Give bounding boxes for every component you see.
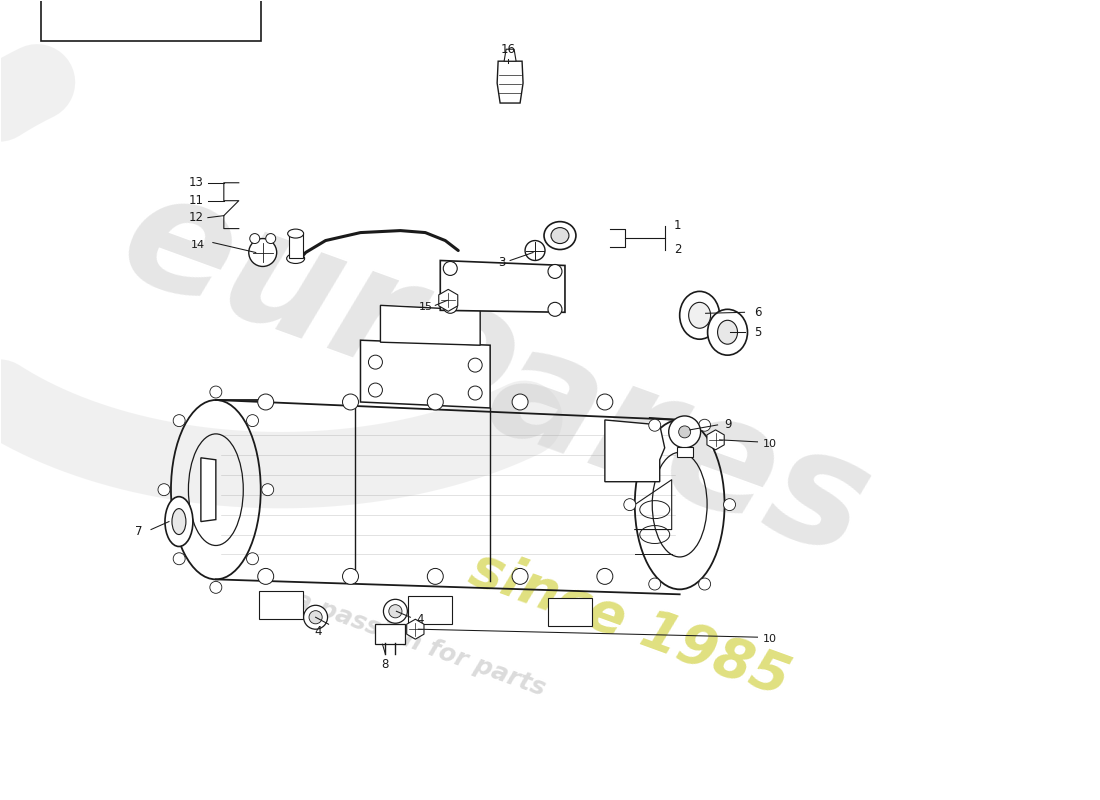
Text: 3: 3	[498, 256, 506, 269]
Text: 4: 4	[417, 613, 425, 626]
Text: euro: euro	[101, 158, 540, 443]
Circle shape	[210, 582, 222, 594]
Ellipse shape	[172, 509, 186, 534]
Circle shape	[513, 569, 528, 584]
Text: 14: 14	[190, 239, 205, 250]
Text: 15: 15	[419, 302, 433, 312]
Bar	[42, 0, 261, 42]
Circle shape	[384, 599, 407, 623]
Circle shape	[388, 605, 401, 618]
Ellipse shape	[288, 229, 304, 238]
Polygon shape	[361, 340, 491, 408]
Text: since 1985: since 1985	[463, 542, 796, 707]
Circle shape	[262, 484, 274, 496]
Circle shape	[525, 241, 544, 261]
Ellipse shape	[680, 291, 719, 339]
Text: 2: 2	[674, 243, 681, 256]
Circle shape	[597, 394, 613, 410]
Text: ares: ares	[470, 310, 890, 590]
Text: 6: 6	[754, 306, 761, 319]
Text: 11: 11	[188, 194, 204, 207]
Circle shape	[679, 426, 691, 438]
Polygon shape	[440, 261, 565, 312]
Ellipse shape	[551, 228, 569, 243]
Circle shape	[443, 299, 458, 314]
Text: 5: 5	[754, 326, 761, 338]
Circle shape	[443, 262, 458, 275]
Circle shape	[427, 394, 443, 410]
Circle shape	[158, 484, 170, 496]
Circle shape	[548, 265, 562, 278]
Circle shape	[342, 394, 359, 410]
Ellipse shape	[689, 302, 711, 328]
Circle shape	[669, 416, 701, 448]
Text: 16: 16	[500, 42, 516, 56]
Text: 12: 12	[188, 211, 204, 224]
Circle shape	[210, 386, 222, 398]
Circle shape	[249, 238, 277, 266]
Ellipse shape	[717, 320, 737, 344]
Circle shape	[724, 498, 736, 510]
Text: a passion for parts: a passion for parts	[292, 587, 549, 701]
Circle shape	[250, 234, 260, 243]
Polygon shape	[504, 50, 516, 61]
Polygon shape	[201, 458, 216, 522]
Circle shape	[427, 569, 443, 584]
Bar	[258, 591, 303, 619]
Circle shape	[173, 414, 185, 426]
Bar	[288, 234, 302, 258]
Text: 10: 10	[762, 439, 777, 449]
Circle shape	[698, 419, 711, 431]
Polygon shape	[439, 290, 458, 311]
Circle shape	[649, 419, 661, 431]
Circle shape	[649, 578, 661, 590]
Polygon shape	[497, 61, 524, 103]
Bar	[375, 624, 406, 644]
Circle shape	[257, 569, 274, 584]
Circle shape	[246, 553, 258, 565]
Polygon shape	[407, 619, 424, 639]
Circle shape	[304, 606, 328, 630]
Circle shape	[173, 553, 185, 565]
Polygon shape	[381, 306, 481, 345]
Text: 10: 10	[762, 634, 777, 644]
Ellipse shape	[707, 310, 748, 355]
Ellipse shape	[165, 497, 192, 546]
Circle shape	[257, 394, 274, 410]
Ellipse shape	[544, 222, 576, 250]
Polygon shape	[605, 420, 664, 482]
Circle shape	[698, 578, 711, 590]
Circle shape	[597, 569, 613, 584]
Text: 9: 9	[724, 418, 732, 431]
Polygon shape	[707, 430, 724, 450]
Text: 4: 4	[315, 625, 322, 638]
Text: 13: 13	[188, 176, 204, 190]
Circle shape	[266, 234, 276, 243]
Text: 8: 8	[382, 658, 389, 670]
Circle shape	[548, 302, 562, 316]
Bar	[676, 447, 693, 457]
Circle shape	[246, 414, 258, 426]
Circle shape	[624, 498, 636, 510]
Text: 1: 1	[674, 219, 681, 232]
Bar	[408, 596, 452, 624]
Circle shape	[309, 610, 322, 624]
Text: 7: 7	[135, 525, 143, 538]
Circle shape	[513, 394, 528, 410]
Ellipse shape	[287, 254, 305, 263]
Bar	[548, 598, 592, 626]
Circle shape	[342, 569, 359, 584]
